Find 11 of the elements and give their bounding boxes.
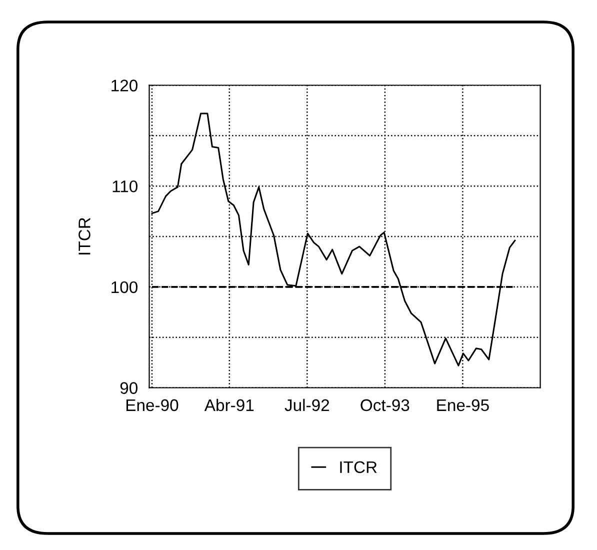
x-tick-label: Ene-90 xyxy=(126,399,178,412)
y-tick-label: 120 xyxy=(112,80,138,92)
y-axis-title: ITCR xyxy=(78,218,90,254)
x-tick-label: Jul-92 xyxy=(284,398,330,412)
x-tick-label: Oct-93 xyxy=(360,399,410,412)
y-tick-label: 110 xyxy=(112,180,138,192)
y-tick-label: 100 xyxy=(112,281,138,294)
legend-label: ITCR xyxy=(340,461,377,474)
x-tick-label: Abr-91 xyxy=(204,398,254,412)
x-tick-label: Ene-95 xyxy=(437,399,489,412)
y-tick-label: 90 xyxy=(120,382,138,394)
